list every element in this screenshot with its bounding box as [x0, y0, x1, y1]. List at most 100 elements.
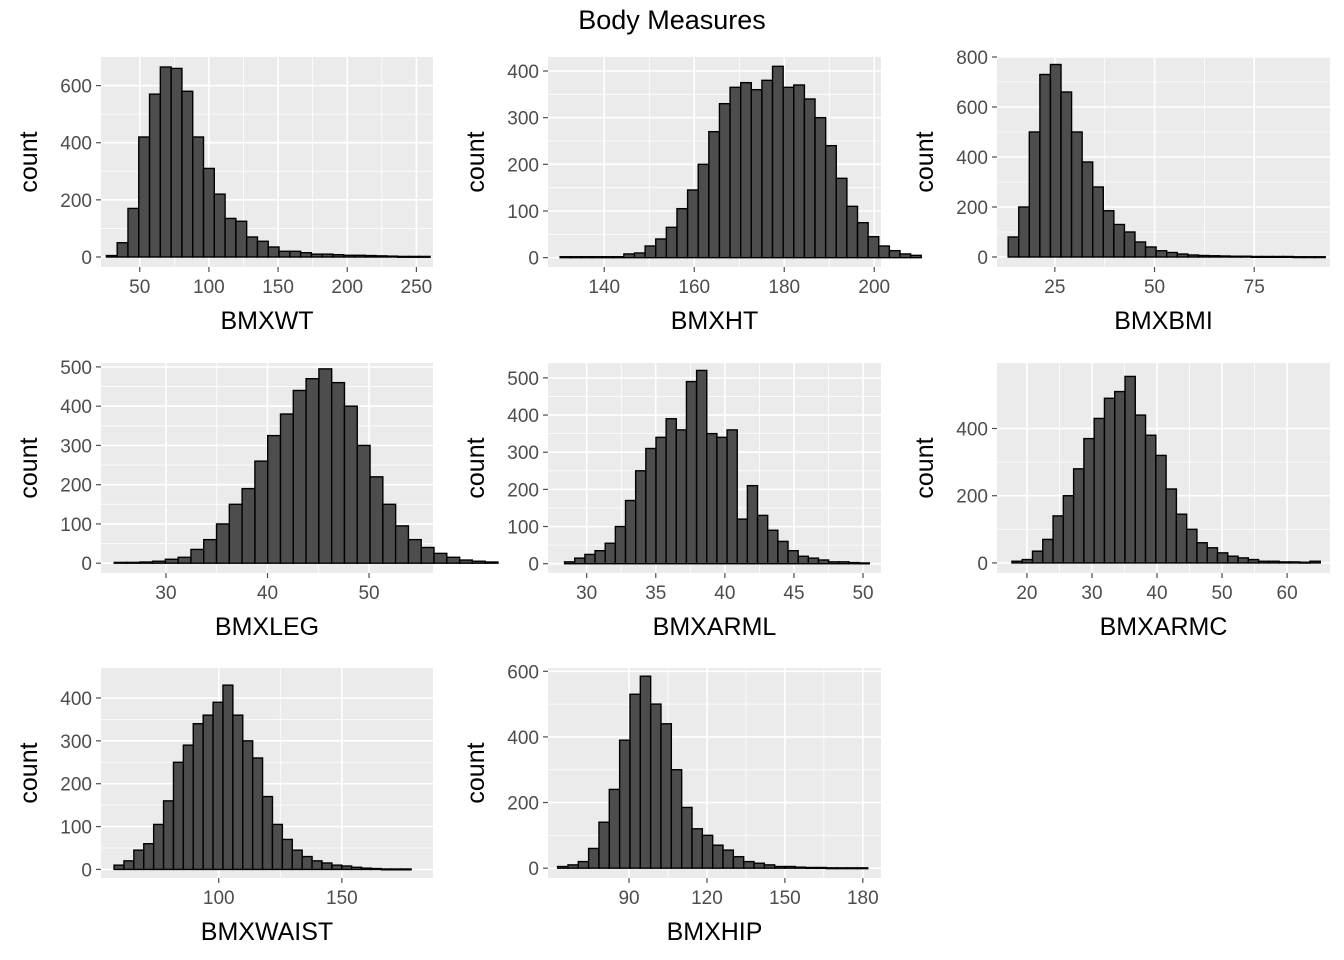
histogram-bar	[1134, 414, 1147, 564]
histogram-bar	[251, 757, 264, 871]
x-tick-label: 50	[358, 583, 379, 604]
y-axis-title: count	[462, 437, 490, 498]
y-axis-title: count	[462, 742, 490, 803]
histogram-bar	[899, 253, 912, 259]
histogram-bar	[343, 405, 358, 564]
histogram-bar	[1196, 542, 1208, 564]
histogram-bar	[563, 561, 576, 565]
histogram-bar	[701, 834, 714, 869]
histogram-bar	[400, 868, 412, 871]
x-axis-title: BMXBMI	[1114, 307, 1213, 335]
histogram-bar	[601, 256, 614, 259]
histogram-bar	[235, 220, 248, 258]
x-tick-label: 40	[714, 583, 735, 604]
histogram-bar	[587, 847, 600, 869]
histogram-bar	[718, 102, 731, 259]
x-axis-title: BMXLEG	[215, 613, 319, 641]
x-tick-label: 140	[588, 277, 620, 298]
y-tick-label: 100	[507, 518, 539, 539]
histogram-bar	[1197, 254, 1210, 258]
histogram-bar	[680, 806, 693, 869]
x-tick-label: 20	[1016, 583, 1037, 604]
y-tick-label: 400	[507, 62, 539, 83]
histogram-bar	[241, 487, 256, 564]
y-tick-label: 300	[507, 109, 539, 130]
x-tick-label: 150	[326, 888, 358, 909]
y-tick-label: 400	[956, 420, 988, 441]
histogram-bar	[761, 79, 774, 259]
histogram-bar	[172, 761, 185, 871]
histogram-bar	[777, 540, 789, 565]
histogram-bar	[123, 860, 135, 871]
histogram-bar	[1229, 255, 1242, 258]
histogram-bar	[281, 838, 293, 871]
histogram-bar	[170, 67, 183, 258]
histogram-bar	[797, 555, 810, 565]
histogram-bar	[1292, 256, 1305, 259]
histogram-bar	[407, 255, 421, 258]
histogram-bar	[1114, 390, 1126, 564]
x-tick-label: 180	[768, 277, 800, 298]
histogram-bar	[213, 193, 226, 258]
histogram-bar	[1123, 231, 1136, 258]
y-tick-label: 0	[528, 555, 539, 576]
histogram-bar	[753, 862, 766, 869]
histogram-bar	[604, 542, 617, 565]
x-tick-label: 100	[193, 277, 225, 298]
y-tick-label: 0	[977, 554, 988, 575]
x-axis-title: BMXHT	[671, 307, 759, 335]
histogram-bar	[433, 552, 448, 564]
histogram-bar	[618, 739, 631, 869]
x-axis-title: BMXARML	[653, 613, 777, 641]
x-tick-label: 30	[155, 583, 176, 604]
histogram-bar	[655, 238, 668, 259]
histogram-bar	[1042, 538, 1054, 564]
histogram-bar	[203, 538, 218, 564]
histogram-bar	[878, 245, 891, 259]
histogram-bar	[380, 868, 392, 871]
histogram-bar	[1187, 254, 1200, 258]
y-tick-label: 600	[60, 77, 92, 98]
histogram-bar	[675, 429, 688, 565]
histogram-bar	[858, 562, 870, 565]
histogram-bar	[1206, 547, 1219, 564]
x-tick-label: 50	[1144, 277, 1165, 298]
histogram-bar	[1250, 255, 1263, 259]
histogram-bar	[697, 163, 710, 259]
histogram-bar	[446, 556, 461, 564]
histogram-bar	[331, 864, 343, 871]
histogram-bar	[782, 86, 795, 259]
histogram-bar	[803, 98, 816, 259]
histogram-bar	[350, 866, 363, 871]
x-axis-title: BMXARMC	[1100, 613, 1228, 641]
histogram-bar	[856, 221, 869, 259]
histogram-bar	[360, 867, 373, 871]
y-tick-label: 200	[507, 155, 539, 176]
histogram-bar	[736, 518, 749, 565]
histogram-bar	[888, 249, 901, 259]
histogram-bar	[824, 144, 837, 259]
histogram-bar	[846, 205, 859, 259]
y-axis-title: count	[15, 437, 43, 498]
histogram-bar	[1092, 186, 1104, 258]
histogram-bar	[838, 561, 850, 565]
histogram-bar	[794, 866, 807, 869]
y-tick-label: 200	[956, 198, 988, 219]
histogram-bar	[722, 849, 735, 869]
histogram-bar	[232, 714, 244, 871]
y-tick-label: 400	[60, 134, 92, 155]
y-tick-label: 400	[507, 406, 539, 427]
histogram-bar	[394, 525, 410, 564]
histogram-bar	[695, 369, 708, 565]
x-tick-label: 40	[257, 583, 278, 604]
y-tick-label: 100	[60, 515, 92, 536]
histogram-bar	[228, 503, 243, 564]
histogram-bar	[846, 867, 859, 870]
histogram-bar	[151, 560, 167, 564]
histogram-bar	[708, 130, 721, 259]
y-tick-label: 0	[81, 554, 92, 575]
histogram-bar	[614, 525, 627, 565]
x-tick-label: 180	[847, 888, 879, 909]
histogram-bar	[793, 84, 806, 259]
histogram-bar	[750, 88, 763, 259]
